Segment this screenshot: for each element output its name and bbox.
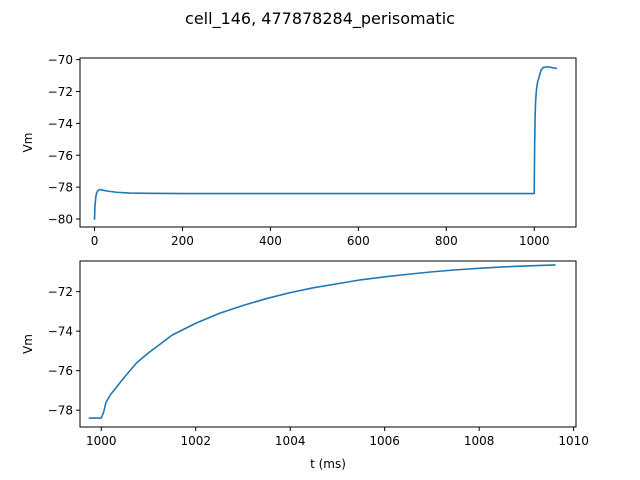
top-plot-y-tick-label: −78 [48,181,73,195]
bottom-plot-x-tick-label: 1008 [464,434,495,448]
bottom-plot-y-tick-label: −74 [48,325,73,339]
bottom-plot-frame [79,260,577,428]
top-plot-y-tick-label: −80 [48,213,73,227]
top-plot-x-tick-label: 200 [171,234,194,248]
top-plot-x-tick-label: 400 [259,234,282,248]
bottom-plot-y-axis: −78 −76 −74 −72 [48,285,80,418]
top-plot-x-axis: 0 200 400 600 800 1000 [91,227,550,248]
bottom-plot-x-axis: 1000 1002 1004 1006 1008 1010 [86,427,589,448]
bottom-plot-y-tick-label: −78 [48,404,73,418]
top-plot-y-tick-label: −72 [48,85,73,99]
bottom-plot-ylabel: Vm [21,334,35,354]
bottom-plot-series-group [88,264,556,419]
bottom-plot-y-tick-label: −72 [48,285,73,299]
bottom-plot-x-tick-label: 1006 [369,434,400,448]
top-plot-x-tick-label: 600 [347,234,370,248]
bottom-plot: 1000 1002 1004 1006 1008 1010 −78 −76 −74 −72 Vm… [21,260,589,471]
top-plot-series-group [93,65,558,220]
bottom-plot-series-line [88,264,556,419]
bottom-plot-x-tick-label: 1010 [558,434,589,448]
top-plot-y-tick-label: −74 [48,117,73,131]
bottom-plot-x-tick-label: 1002 [180,434,211,448]
top-plot: 0 200 400 600 800 1000 −80 −78 −76 −74 −72 −70 Vm [21,53,577,248]
bottom-plot-x-tick-label: 1004 [275,434,306,448]
top-plot-x-tick-label: 800 [435,234,458,248]
figure-title: cell_146, 477878284_perisomatic [185,9,455,29]
top-plot-frame [79,57,577,228]
bottom-plot-xlabel: t (ms) [310,457,346,471]
top-plot-ylabel: Vm [21,133,35,153]
bottom-plot-y-tick-label: −76 [48,364,73,378]
top-plot-x-tick-label: 1000 [519,234,550,248]
top-plot-y-tick-label: −76 [48,149,73,163]
bottom-plot-x-tick-label: 1000 [86,434,117,448]
top-plot-y-tick-label: −70 [48,53,73,67]
top-plot-y-axis: −80 −78 −76 −74 −72 −70 [48,53,80,227]
top-plot-series-line [93,65,558,220]
top-plot-x-tick-label: 0 [91,234,99,248]
